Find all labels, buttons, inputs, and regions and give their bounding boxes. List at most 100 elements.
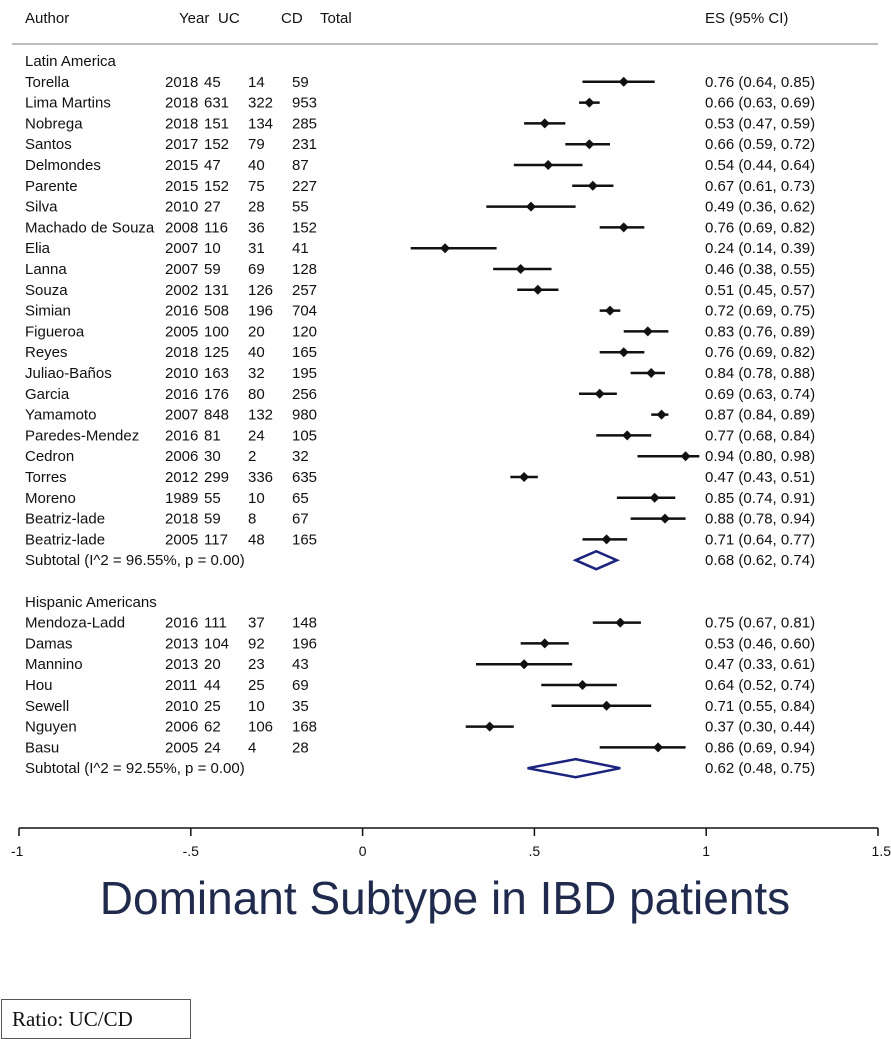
study-total: 41: [292, 240, 309, 257]
study-cd: 37: [248, 615, 265, 632]
study-es-text: 0.83 (0.76, 0.89): [705, 323, 815, 340]
point-estimate: [601, 700, 612, 711]
study-es-text: 0.64 (0.52, 0.74): [705, 677, 815, 694]
point-estimate: [594, 388, 605, 399]
point-estimate: [584, 139, 595, 150]
point-estimate: [484, 721, 495, 732]
study-author: Mannino: [25, 656, 83, 673]
study-year: 2002: [165, 282, 198, 299]
study-uc: 27: [204, 199, 221, 216]
study-uc: 59: [204, 261, 221, 278]
study-total: 231: [292, 136, 317, 153]
point-estimate: [604, 305, 615, 316]
study-total: 195: [292, 365, 317, 382]
subtotal-label: Subtotal (I^2 = 96.55%, p = 0.00): [25, 552, 245, 569]
study-year: 2018: [165, 74, 198, 91]
study-year: 2010: [165, 698, 198, 715]
study-es-text: 0.86 (0.69, 0.94): [705, 739, 815, 756]
study-total: 152: [292, 219, 317, 236]
study-uc: 163: [204, 365, 229, 382]
x-tick-label: -1: [11, 843, 24, 859]
study-total: 285: [292, 115, 317, 132]
study-cd: 134: [248, 115, 273, 132]
study-total: 196: [292, 635, 317, 652]
study-author: Reyes: [25, 344, 68, 361]
study-total: 120: [292, 323, 317, 340]
study-author: Sewell: [25, 698, 69, 715]
study-year: 2015: [165, 178, 198, 195]
study-year: 2013: [165, 656, 198, 673]
study-author: Garcia: [25, 386, 70, 403]
study-year: 2018: [165, 511, 198, 528]
study-total: 43: [292, 656, 309, 673]
point-estimate: [615, 617, 626, 628]
study-author: Torella: [25, 74, 70, 91]
x-tick-label: .5: [529, 843, 541, 859]
study-uc: 62: [204, 719, 221, 736]
study-uc: 117: [204, 531, 228, 548]
study-es-text: 0.85 (0.74, 0.91): [705, 490, 815, 507]
chart-title: Dominant Subtype in IBD patients: [100, 872, 790, 924]
study-year: 2007: [165, 407, 198, 424]
study-total: 227: [292, 178, 317, 195]
study-es-text: 0.77 (0.68, 0.84): [705, 427, 815, 444]
study-uc: 59: [204, 511, 221, 528]
study-cd: 25: [248, 677, 265, 694]
study-author: Juliao-Baños: [25, 365, 112, 382]
study-es-text: 0.49 (0.36, 0.62): [705, 199, 815, 216]
study-total: 953: [292, 95, 317, 112]
point-estimate: [656, 409, 667, 420]
study-total: 87: [292, 157, 309, 174]
study-author: Beatriz-lade: [25, 511, 105, 528]
subtotal-diamond: [572, 549, 620, 571]
study-author: Beatriz-lade: [25, 531, 105, 548]
point-estimate: [680, 451, 691, 462]
study-author: Nobrega: [25, 115, 83, 132]
header-author: Author: [25, 10, 69, 27]
point-estimate: [622, 430, 633, 441]
study-cd: 80: [248, 386, 265, 403]
study-cd: 79: [248, 136, 265, 153]
study-cd: 4: [248, 739, 256, 756]
x-tick-label: -.5: [183, 843, 200, 859]
study-author: Torres: [25, 469, 67, 486]
study-total: 165: [292, 531, 317, 548]
ratio-label: Ratio: UC/CD: [12, 1007, 133, 1031]
study-year: 2007: [165, 240, 198, 257]
study-es-text: 0.54 (0.44, 0.64): [705, 157, 815, 174]
study-uc: 20: [204, 656, 221, 673]
study-cd: 132: [248, 407, 273, 424]
study-cd: 75: [248, 178, 265, 195]
study-author: Lanna: [25, 261, 67, 278]
header-cd: CD: [281, 10, 303, 27]
study-cd: 10: [248, 490, 265, 507]
study-author: Hou: [25, 677, 53, 694]
study-year: 2015: [165, 157, 198, 174]
study-es-text: 0.84 (0.78, 0.88): [705, 365, 815, 382]
point-estimate: [642, 326, 653, 337]
study-author: Simian: [25, 303, 71, 320]
study-es-text: 0.76 (0.69, 0.82): [705, 219, 815, 236]
study-es-text: 0.87 (0.84, 0.89): [705, 407, 815, 424]
study-uc: 848: [204, 407, 229, 424]
study-total: 257: [292, 282, 317, 299]
study-total: 59: [292, 74, 309, 91]
study-es-text: 0.88 (0.78, 0.94): [705, 511, 815, 528]
ratio-label-box: Ratio: UC/CD: [1, 999, 191, 1039]
study-total: 55: [292, 199, 309, 216]
study-year: 2012: [165, 469, 198, 486]
study-total: 148: [292, 615, 317, 632]
study-es-text: 0.37 (0.30, 0.44): [705, 719, 815, 736]
study-year: 2016: [165, 427, 198, 444]
group-label: Hispanic Americans: [25, 594, 157, 611]
study-total: 32: [292, 448, 309, 465]
study-year: 2006: [165, 448, 198, 465]
study-es-text: 0.69 (0.63, 0.74): [705, 386, 815, 403]
study-uc: 44: [204, 677, 221, 694]
study-total: 980: [292, 407, 317, 424]
study-uc: 30: [204, 448, 221, 465]
study-cd: 106: [248, 719, 273, 736]
subtotal-label: Subtotal (I^2 = 92.55%, p = 0.00): [25, 760, 245, 777]
study-uc: 111: [204, 615, 227, 632]
x-tick-label: 1.5: [872, 843, 891, 859]
